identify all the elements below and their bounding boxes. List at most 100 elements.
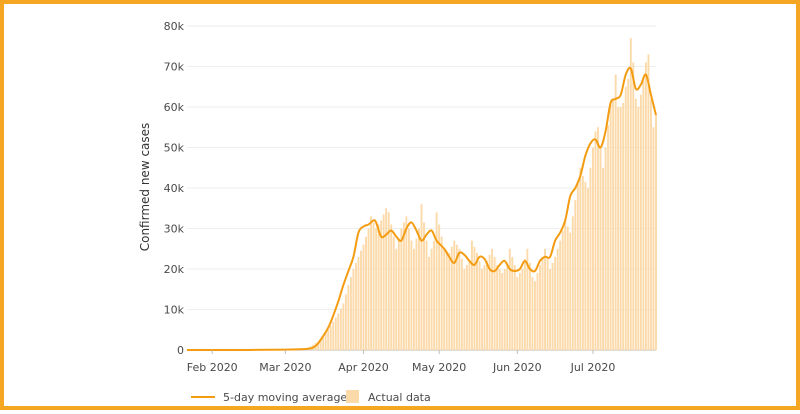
actual-data-bar — [352, 269, 354, 350]
actual-data-bar — [504, 269, 506, 350]
actual-data-bar — [448, 253, 450, 350]
actual-data-bar — [577, 184, 579, 350]
x-tick-label: Apr 2020 — [338, 361, 389, 374]
actual-data-bar — [567, 226, 569, 350]
actual-data-bar — [453, 241, 455, 350]
actual-data-bar — [393, 237, 395, 350]
actual-data-bar — [559, 241, 561, 350]
actual-data-bar — [474, 247, 476, 350]
actual-data-bar — [579, 168, 581, 350]
actual-data-bar — [441, 237, 443, 350]
actual-data-bar — [597, 127, 599, 350]
actual-data-bar — [358, 257, 360, 350]
actual-data-bar — [413, 249, 415, 350]
actual-data-bar — [620, 107, 622, 350]
actual-data-bar — [443, 249, 445, 350]
y-axis-title: Confirmed new cases — [138, 123, 152, 252]
y-tick-label: 40k — [164, 182, 185, 195]
actual-data-bar — [595, 131, 597, 350]
actual-data-bar — [506, 265, 508, 350]
actual-data-bar — [572, 216, 574, 350]
y-tick-label: 70k — [164, 61, 185, 74]
legend-bar-swatch — [346, 390, 359, 403]
actual-data-bar — [332, 322, 334, 350]
actual-data-bar — [554, 257, 556, 350]
actual-data-bar — [365, 237, 367, 350]
actual-data-bar — [370, 216, 372, 350]
actual-data-bar — [383, 214, 385, 350]
actual-data-bar — [466, 265, 468, 350]
actual-data-bar — [325, 333, 327, 350]
actual-data-bar — [481, 269, 483, 350]
actual-data-bar — [637, 107, 639, 350]
actual-data-bars — [249, 38, 657, 350]
actual-data-bar — [410, 241, 412, 350]
y-tick-label: 50k — [164, 142, 185, 155]
actual-data-bar — [418, 229, 420, 351]
x-tick-label: May 2020 — [412, 361, 466, 374]
actual-data-bar — [602, 168, 604, 350]
actual-data-bar — [625, 87, 627, 350]
actual-data-bar — [615, 75, 617, 350]
actual-data-bar — [514, 265, 516, 350]
actual-data-bar — [562, 231, 564, 350]
actual-data-bar — [403, 222, 405, 350]
actual-data-bar — [600, 148, 602, 351]
actual-data-bar — [350, 277, 352, 350]
actual-data-bar — [557, 249, 559, 350]
actual-data-bar — [655, 115, 657, 350]
actual-data-bar — [584, 182, 586, 350]
actual-data-bar — [421, 204, 423, 350]
legend-label: 5-day moving average — [223, 391, 347, 404]
actual-data-bar — [416, 239, 418, 350]
actual-data-bar — [645, 62, 647, 350]
actual-data-bar — [547, 259, 549, 350]
x-tick-label: Jun 2020 — [492, 361, 542, 374]
y-tick-label: 30k — [164, 223, 185, 236]
actual-data-bar — [484, 265, 486, 350]
actual-data-bar — [463, 269, 465, 350]
actual-data-bar — [496, 265, 498, 350]
actual-data-bar — [642, 79, 644, 350]
actual-data-bar — [390, 224, 392, 350]
actual-data-bar — [529, 263, 531, 350]
actual-data-bar — [342, 303, 344, 350]
actual-data-bar — [632, 62, 634, 350]
actual-data-bar — [635, 99, 637, 350]
actual-data-bar — [471, 241, 473, 350]
actual-data-bar — [519, 273, 521, 350]
y-tick-label: 60k — [164, 101, 185, 114]
actual-data-bar — [423, 222, 425, 350]
actual-data-bar — [592, 148, 594, 351]
actual-data-bar — [360, 251, 362, 350]
actual-data-bar — [335, 318, 337, 350]
x-tick-label: Jul 2020 — [570, 361, 616, 374]
actual-data-bar — [532, 277, 534, 350]
actual-data-bar — [574, 200, 576, 350]
actual-data-bar — [431, 249, 433, 350]
actual-data-bar — [380, 220, 382, 350]
y-tick-label: 0 — [177, 344, 184, 357]
actual-data-bar — [612, 99, 614, 350]
actual-data-bar — [345, 294, 347, 350]
actual-data-bar — [569, 233, 571, 350]
actual-data-bar — [458, 249, 460, 350]
x-tick-label: Mar 2020 — [259, 361, 311, 374]
actual-data-bar — [436, 212, 438, 350]
actual-data-bar — [617, 107, 619, 350]
actual-data-bar — [428, 257, 430, 350]
actual-data-bar — [468, 261, 470, 350]
actual-data-bar — [552, 263, 554, 350]
actual-data-bar — [640, 95, 642, 350]
actual-data-bar — [605, 148, 607, 351]
actual-data-bar — [564, 220, 566, 350]
actual-data-bar — [627, 79, 629, 350]
actual-data-bar — [461, 259, 463, 350]
actual-data-bar — [405, 216, 407, 350]
actual-data-bar — [509, 249, 511, 350]
actual-data-bar — [373, 222, 375, 350]
